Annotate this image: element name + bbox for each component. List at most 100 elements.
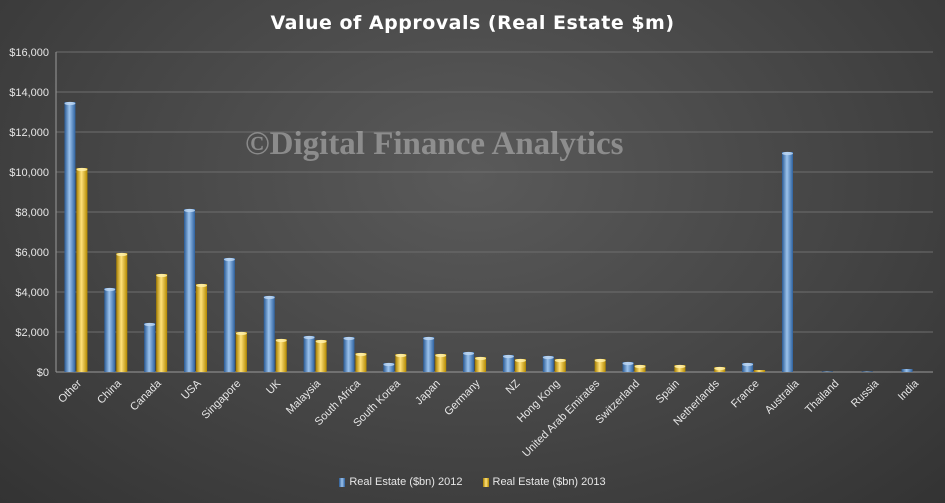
bar-south-africa-2013 xyxy=(355,353,367,372)
bar-germany-2013 xyxy=(475,357,487,372)
bar-france-2012 xyxy=(742,363,754,372)
bar-cap xyxy=(76,167,88,172)
bar-south-korea-2012 xyxy=(383,363,395,372)
bar-cap xyxy=(714,366,726,371)
bar-south-korea-2013 xyxy=(395,354,407,372)
bar-cap xyxy=(263,295,275,300)
bar-south-africa-2012 xyxy=(343,337,355,372)
bar-cap xyxy=(395,353,407,358)
bar-usa-2012 xyxy=(184,209,196,372)
bar-cap xyxy=(355,352,367,357)
y-tick-label: $8,000 xyxy=(15,207,49,219)
bar-australia-2012 xyxy=(781,152,793,372)
bar-switzerland-2013 xyxy=(634,365,646,372)
bar-cap xyxy=(514,358,526,363)
x-tick-label: UK xyxy=(264,377,284,397)
bar-russia-2012 xyxy=(861,371,873,372)
legend-swatch-2013 xyxy=(482,477,489,487)
legend-swatch-2012 xyxy=(339,477,346,487)
bar-cap xyxy=(275,338,287,343)
bar-germany-2012 xyxy=(463,352,475,372)
bar-singapore-2013 xyxy=(235,332,247,372)
bar-switzerland-2012 xyxy=(622,362,634,372)
bar-china-2012 xyxy=(104,288,116,372)
legend-item-2012: Real Estate ($bn) 2012 xyxy=(339,476,463,488)
x-tick-label: France xyxy=(729,378,762,411)
bar-cap xyxy=(502,354,514,359)
bar-japan-2013 xyxy=(435,354,447,372)
bar-cap xyxy=(674,364,686,369)
bar-cap xyxy=(742,362,754,367)
bar-nz-2012 xyxy=(502,355,514,372)
legend-label-2013: Real Estate ($bn) 2013 xyxy=(492,476,606,488)
bar-cap xyxy=(423,336,435,341)
bar-cap xyxy=(184,208,196,213)
bar-cap xyxy=(303,335,315,340)
axis-layer: $0 $2,000 $4,000 $6,000 $8,000 $10,000 $12,000… xyxy=(9,47,57,379)
bar-cap xyxy=(315,339,327,344)
y-tick-label: $16,000 xyxy=(9,47,49,59)
bar-malaysia-2013 xyxy=(315,340,327,372)
bar-cap xyxy=(554,358,566,363)
x-tick-label: Japan xyxy=(413,378,443,408)
bar-cap xyxy=(223,257,235,262)
bar-nz-2013 xyxy=(514,359,526,372)
bar-cap xyxy=(64,101,76,106)
bar-hong-kong-2012 xyxy=(542,356,554,372)
bar-uk-2013 xyxy=(275,339,287,372)
x-tick-label: Australia xyxy=(763,377,802,416)
y-tick-label: $6,000 xyxy=(15,247,49,259)
bar-canada-2012 xyxy=(144,323,156,372)
bar-cap xyxy=(463,351,475,356)
bar-japan-2012 xyxy=(423,337,435,372)
bar-cap xyxy=(634,364,646,369)
bar-cap xyxy=(435,353,447,358)
bar-other-2013 xyxy=(76,168,88,372)
legend-label-2012: Real Estate ($bn) 2012 xyxy=(349,476,463,488)
y-tick-label: $12,000 xyxy=(9,127,49,139)
watermark-text: ©Digital Finance Analytics xyxy=(245,126,624,162)
bar-cap xyxy=(196,283,208,288)
legend: Real Estate ($bn) 2012 Real Estate ($bn)… xyxy=(0,476,945,488)
y-tick-label: $2,000 xyxy=(15,327,49,339)
bar-canada-2013 xyxy=(156,274,168,372)
x-tick-label: India xyxy=(896,377,922,403)
bar-cap xyxy=(104,287,116,292)
bar-cap xyxy=(156,273,168,278)
bar-united-arab-emirates-2013 xyxy=(594,359,606,372)
x-tick-label: Germany xyxy=(442,377,483,418)
x-tick-label: Russia xyxy=(849,377,882,410)
x-tick-label: NZ xyxy=(504,377,523,396)
bars-layer xyxy=(64,101,913,372)
bar-cap xyxy=(144,322,156,327)
bar-cap xyxy=(781,151,793,156)
x-tick-label: Other xyxy=(56,377,84,405)
x-tick-label: USA xyxy=(179,377,204,402)
bar-singapore-2012 xyxy=(223,258,235,372)
bar-hong-kong-2013 xyxy=(554,359,566,372)
bar-china-2013 xyxy=(116,253,128,372)
bar-cap xyxy=(475,356,487,361)
bar-cap xyxy=(542,355,554,360)
x-tick-label: Thailand xyxy=(803,378,841,416)
x-tick-label: United Arab Emirates xyxy=(520,377,602,459)
bar-usa-2013 xyxy=(196,284,208,372)
y-tick-label: $0 xyxy=(37,367,49,379)
y-tick-label: $14,000 xyxy=(9,87,49,99)
bar-cap xyxy=(594,358,606,363)
bar-india-2012 xyxy=(901,369,913,372)
bar-thailand-2012 xyxy=(821,371,833,372)
y-tick-label: $10,000 xyxy=(9,167,49,179)
legend-item-2013: Real Estate ($bn) 2013 xyxy=(482,476,606,488)
x-tick-label: Canada xyxy=(128,377,164,413)
x-tick-label: Singapore xyxy=(200,378,244,422)
x-tick-label: Spain xyxy=(654,378,682,406)
bar-cap xyxy=(622,361,634,366)
bar-malaysia-2012 xyxy=(303,336,315,372)
bar-spain-2013 xyxy=(674,365,686,372)
x-tick-label: China xyxy=(95,377,124,406)
y-tick-label: $4,000 xyxy=(15,287,49,299)
chart-title: Value of Approvals (Real Estate $m) xyxy=(270,12,675,34)
